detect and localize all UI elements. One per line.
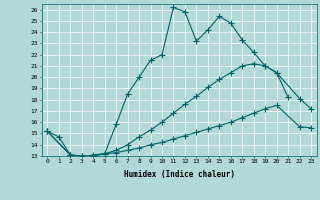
X-axis label: Humidex (Indice chaleur): Humidex (Indice chaleur) [124, 170, 235, 179]
